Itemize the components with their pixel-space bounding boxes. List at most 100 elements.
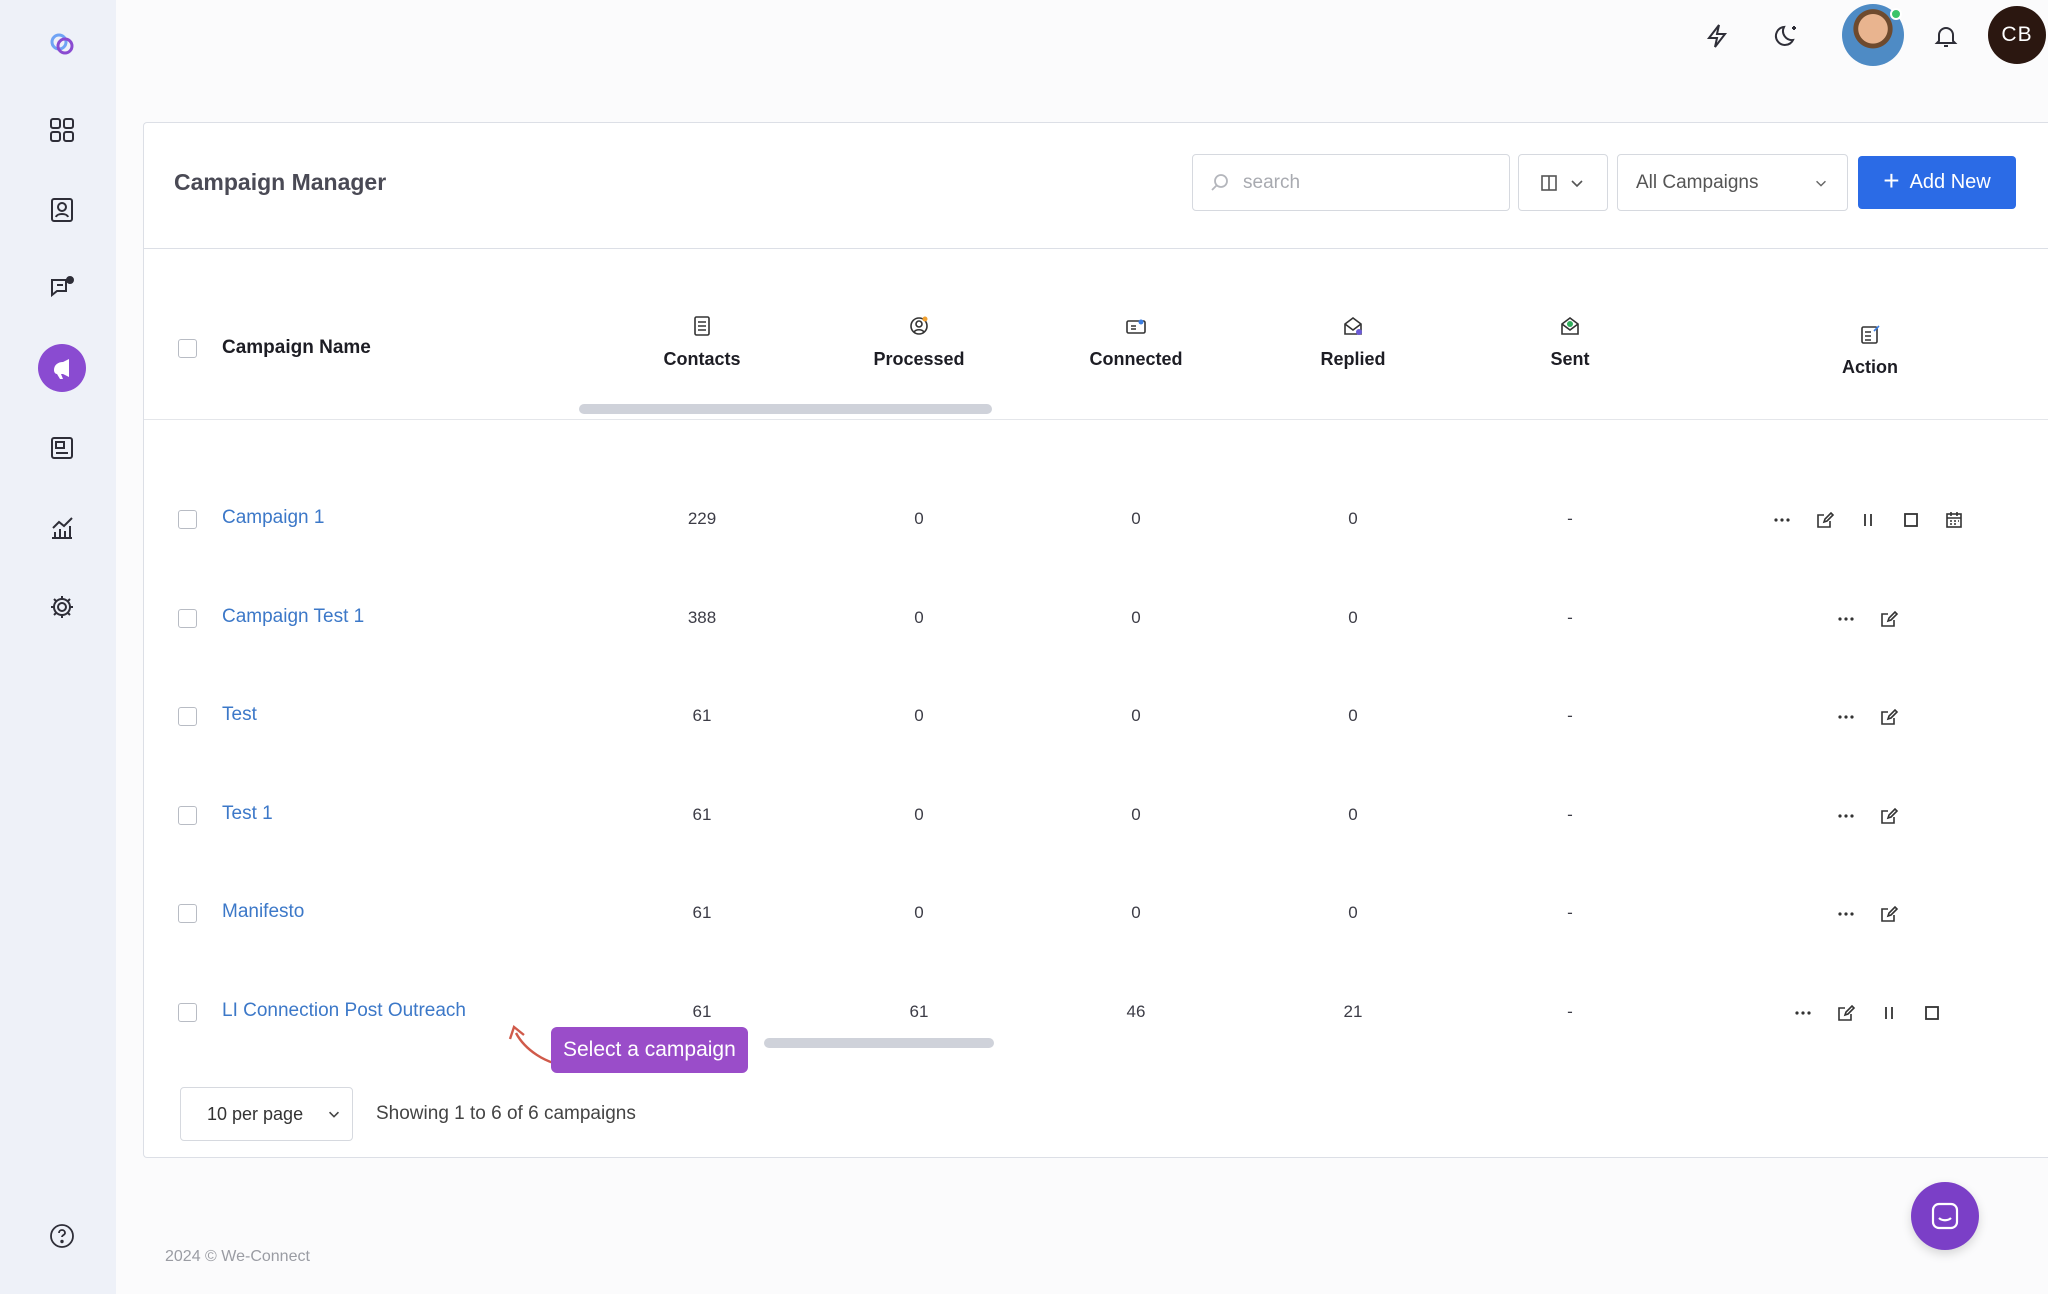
chevron-down-icon (328, 1111, 340, 1118)
cell-contacts: 61 (692, 1002, 712, 1021)
cell-replied: 0 (1348, 805, 1358, 824)
add-new-button[interactable]: + Add New (1858, 156, 2016, 209)
edit-icon[interactable] (1877, 902, 1901, 926)
column-header-action: Action (1795, 323, 1945, 378)
column-header-connected[interactable]: Connected (1061, 315, 1211, 370)
online-status-indicator (1890, 8, 1902, 20)
cell-processed: 0 (914, 509, 924, 528)
cell-connected: 0 (1131, 805, 1141, 824)
cell-processed: 61 (909, 1002, 929, 1021)
analytics-icon[interactable] (38, 504, 86, 552)
column-header-sent[interactable]: Sent (1495, 315, 1645, 370)
templates-icon[interactable] (38, 424, 86, 472)
row-checkbox[interactable] (178, 510, 197, 529)
row-checkbox[interactable] (178, 707, 197, 726)
cell-sent: - (1567, 608, 1573, 627)
stop-icon[interactable] (1920, 1001, 1944, 1025)
campaign-name-link[interactable]: Test (222, 704, 257, 725)
edit-icon[interactable] (1877, 804, 1901, 828)
cell-connected: 0 (1131, 509, 1141, 528)
messages-icon[interactable] (38, 264, 86, 312)
cell-contacts: 388 (687, 608, 717, 627)
cell-replied: 0 (1348, 903, 1358, 922)
search-box[interactable] (1192, 154, 1510, 211)
divider (144, 248, 2048, 249)
campaign-name-link[interactable]: LI Connection Post Outreach (222, 1000, 466, 1021)
settings-icon[interactable] (38, 583, 86, 631)
search-input[interactable] (1243, 171, 1483, 194)
cell-replied: 0 (1348, 509, 1358, 528)
more-options-icon[interactable] (1770, 508, 1794, 532)
search-icon (1211, 173, 1228, 191)
campaign-name-link[interactable]: Campaign Test 1 (222, 606, 365, 627)
horizontal-scrollbar-top[interactable] (579, 404, 992, 414)
chevron-down-icon (1571, 179, 1583, 187)
edit-icon[interactable] (1877, 607, 1901, 631)
pause-icon[interactable] (1856, 508, 1880, 532)
plus-icon: + (1883, 165, 1900, 196)
more-options-icon[interactable] (1834, 902, 1858, 926)
row-checkbox[interactable] (178, 1003, 197, 1022)
cell-processed: 0 (914, 608, 924, 627)
cell-connected: 46 (1126, 1002, 1146, 1021)
header-divider (144, 419, 2048, 420)
chat-icon (1931, 1202, 1959, 1230)
calendar-icon[interactable] (1942, 508, 1966, 532)
cell-connected: 0 (1131, 903, 1141, 922)
edit-icon[interactable] (1834, 1001, 1858, 1025)
column-header-replied[interactable]: Replied (1278, 315, 1428, 370)
user-initials-avatar[interactable]: CB (1988, 6, 2046, 64)
footer-copyright: 2024 © We-Connect (165, 1248, 310, 1265)
page-title: Campaign Manager (174, 169, 387, 195)
help-icon[interactable] (38, 1212, 86, 1260)
campaign-filter-value: All Campaigns (1636, 171, 1759, 193)
edit-icon[interactable] (1877, 705, 1901, 729)
row-checkbox[interactable] (178, 609, 197, 628)
dark-mode-icon[interactable] (1765, 14, 1809, 58)
campaigns-icon[interactable] (38, 344, 86, 392)
dashboard-icon[interactable] (38, 106, 86, 154)
more-options-icon[interactable] (1834, 705, 1858, 729)
column-header-campaign-name[interactable]: Campaign Name (222, 337, 371, 358)
bell-icon[interactable] (1924, 14, 1968, 58)
column-toggle-button[interactable] (1518, 154, 1608, 211)
stop-icon[interactable] (1899, 508, 1923, 532)
column-header-processed[interactable]: Processed (844, 315, 994, 370)
add-new-label: Add New (1909, 171, 1991, 193)
edit-icon[interactable] (1813, 508, 1837, 532)
replied-icon (1344, 317, 1362, 335)
campaign-filter-select[interactable]: All Campaigns (1617, 154, 1848, 211)
campaign-manager-card: Campaign Manager All Campaigns + Add New… (143, 122, 2048, 1158)
more-options-icon[interactable] (1834, 607, 1858, 631)
chevron-down-icon (1816, 180, 1826, 187)
cell-processed: 0 (914, 903, 924, 922)
more-options-icon[interactable] (1834, 804, 1858, 828)
processed-icon (910, 316, 928, 335)
campaign-name-link[interactable]: Campaign 1 (222, 507, 325, 528)
cell-replied: 0 (1348, 706, 1358, 725)
cell-contacts: 61 (692, 903, 712, 922)
cell-processed: 0 (914, 805, 924, 824)
contacts-icon[interactable] (38, 186, 86, 234)
cell-contacts: 61 (692, 706, 712, 725)
horizontal-scrollbar-bottom[interactable] (764, 1038, 994, 1048)
lightning-icon[interactable] (1695, 14, 1739, 58)
per-page-select[interactable]: 10 per page (180, 1087, 353, 1141)
row-checkbox[interactable] (178, 806, 197, 825)
contacts-list-icon (694, 316, 710, 336)
select-all-checkbox[interactable] (178, 339, 197, 358)
more-options-icon[interactable] (1791, 1001, 1815, 1025)
pause-icon[interactable] (1877, 1001, 1901, 1025)
column-header-contacts[interactable]: Contacts (627, 315, 777, 370)
campaign-name-link[interactable]: Manifesto (222, 901, 305, 922)
pagination-summary: Showing 1 to 6 of 6 campaigns (376, 1103, 636, 1124)
cell-replied: 0 (1348, 608, 1358, 627)
cell-contacts: 229 (687, 509, 717, 528)
cell-sent: - (1567, 1002, 1573, 1021)
columns-icon (1541, 174, 1557, 191)
chat-button[interactable] (1911, 1182, 1979, 1250)
row-checkbox[interactable] (178, 904, 197, 923)
sent-icon (1561, 317, 1579, 335)
logo-icon[interactable] (38, 20, 86, 68)
campaign-name-link[interactable]: Test 1 (222, 803, 273, 824)
